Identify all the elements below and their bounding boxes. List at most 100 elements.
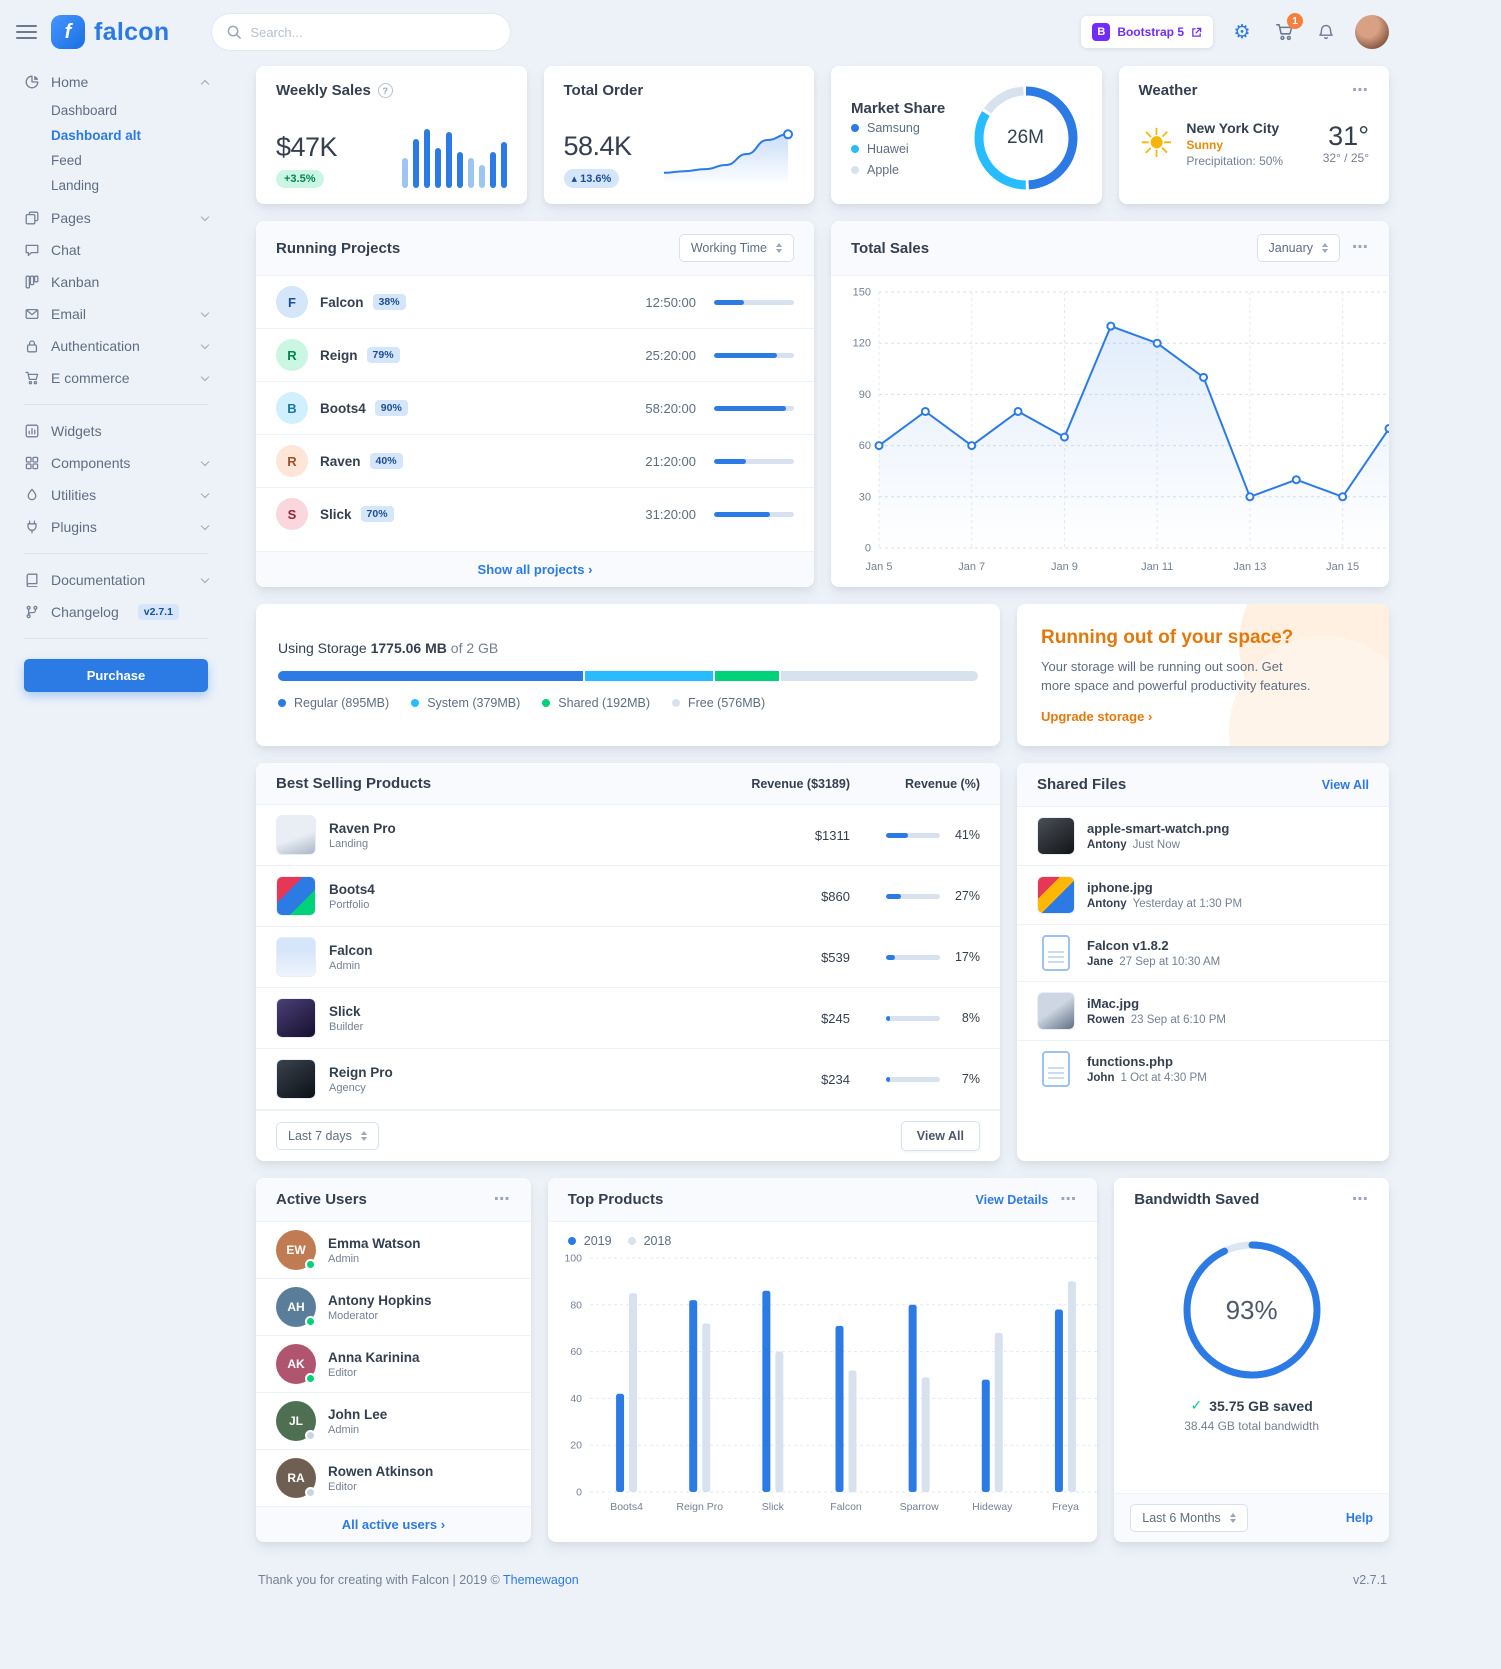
top-navbar: f falcon B Bootstrap 5 ⚙ 1 (0, 0, 1501, 64)
falcon-logo[interactable]: f falcon (51, 15, 169, 49)
view-all-button[interactable]: View All (900, 1121, 980, 1152)
chart-pie-icon (24, 75, 40, 89)
file-name-link[interactable]: apple-smart-watch.png (1087, 821, 1230, 837)
month-select[interactable]: January (1256, 234, 1340, 262)
product-name-link[interactable]: Falcon (329, 942, 373, 958)
all-active-users-link[interactable]: All active users › (341, 1517, 446, 1533)
active-users-menu-button[interactable]: ⋯ (493, 1190, 511, 1208)
project-name-link[interactable]: Boots4 (320, 400, 366, 416)
search-input[interactable] (250, 24, 496, 40)
svg-text:Jan 11: Jan 11 (1141, 561, 1173, 573)
sidebar-item-feed[interactable]: Feed (51, 153, 82, 168)
svg-text:40: 40 (570, 1393, 582, 1405)
project-progress-bar (714, 299, 794, 305)
chevron-down-icon (200, 489, 210, 499)
top-products-menu-button[interactable]: ⋯ (1060, 1190, 1078, 1208)
user-row: AH Antony Hopkins Moderator (256, 1279, 531, 1337)
project-name-link[interactable]: Slick (320, 506, 352, 522)
total-order-line-chart (658, 117, 794, 188)
months-select[interactable]: Last 6 Months (1130, 1504, 1248, 1533)
best-selling-footer: Last 7 days View All (256, 1110, 1000, 1162)
select-value: Last 7 days (288, 1129, 352, 1144)
status-dot (305, 1316, 316, 1328)
show-all-projects-link[interactable]: Show all projects › (477, 562, 593, 577)
user-name-link[interactable]: Antony Hopkins (328, 1292, 432, 1308)
sidebar-item-pages[interactable]: Pages (24, 202, 210, 234)
view-details-link[interactable]: View Details (975, 1192, 1049, 1207)
svg-text:80: 80 (570, 1300, 582, 1312)
working-time-select[interactable]: Working Time (678, 234, 794, 262)
user-name-link[interactable]: Rowen Atkinson (328, 1463, 434, 1479)
file-row: Falcon v1.8.2 Jane 27 Sep at 10:30 AM (1017, 925, 1389, 983)
sidebar-item-label: Changelog (51, 604, 119, 620)
bootstrap5-badge-button[interactable]: B Bootstrap 5 (1081, 16, 1213, 48)
file-name-link[interactable]: functions.php (1087, 1054, 1173, 1070)
user-name-link[interactable]: John Lee (328, 1406, 388, 1422)
file-timestamp: Just Now (1132, 839, 1180, 852)
sidebar-item-label: Email (51, 306, 87, 322)
envelope-icon (24, 307, 40, 321)
notifications-button[interactable] (1313, 19, 1339, 45)
settings-gear-button[interactable]: ⚙ (1229, 19, 1255, 45)
legend-label: Apple (867, 162, 899, 177)
help-link[interactable]: Help (1345, 1511, 1373, 1526)
sidebar-item-widgets[interactable]: Widgets (24, 415, 208, 447)
legend-label: Free (576MB) (688, 696, 766, 711)
cart-button[interactable]: 1 (1271, 13, 1303, 45)
product-name-link[interactable]: Raven Pro (329, 820, 396, 836)
file-timestamp: 27 Sep at 10:30 AM (1119, 956, 1221, 969)
sidebar-item-home[interactable]: Home (24, 66, 210, 98)
navbar-toggle-button[interactable] (16, 21, 37, 43)
best-selling-list: Raven Pro Landing $1311 41% (256, 805, 1000, 1111)
user-avatar[interactable] (1355, 15, 1389, 49)
purchase-button[interactable]: Purchase (24, 659, 208, 692)
svg-text:120: 120 (853, 338, 871, 350)
sidebar-item-kanban[interactable]: Kanban (24, 266, 208, 298)
upgrade-storage-link[interactable]: Upgrade storage › (1041, 709, 1153, 725)
period-select[interactable]: Last 7 days (276, 1122, 379, 1151)
sidebar-item-label: Kanban (51, 274, 100, 290)
project-name-link[interactable]: Falcon (320, 294, 364, 310)
search-box[interactable] (211, 13, 512, 51)
sidebar-item-dashboard-alt[interactable]: Dashboard alt (51, 128, 142, 143)
project-progress-bar (714, 458, 794, 464)
file-name-link[interactable]: iMac.jpg (1087, 996, 1140, 1012)
sidebar-item-documentation[interactable]: Documentation (24, 564, 210, 596)
sidebar-item-authentication[interactable]: Authentication (24, 330, 210, 362)
product-name-link[interactable]: Reign Pro (329, 1064, 393, 1080)
user-name-link[interactable]: Anna Karinina (328, 1349, 420, 1365)
file-owner: Antony (1087, 839, 1127, 852)
sidebar-item-chat[interactable]: Chat (24, 234, 208, 266)
weather-menu-button[interactable]: ⋯ (1352, 81, 1369, 99)
product-category: Agency (329, 1081, 366, 1094)
bandwidth-menu-button[interactable]: ⋯ (1352, 1190, 1369, 1208)
sidebar-item-plugins[interactable]: Plugins (24, 511, 210, 543)
total-sales-menu-button[interactable]: ⋯ (1352, 239, 1369, 256)
project-name-link[interactable]: Raven (320, 453, 361, 469)
sidebar-item-landing[interactable]: Landing (51, 178, 100, 193)
sidebar-item-ecommerce[interactable]: E commerce (24, 362, 210, 394)
product-name-link[interactable]: Boots4 (329, 881, 375, 897)
market-share-donut-chart: 26M (970, 82, 1082, 194)
product-name-link[interactable]: Slick (329, 1003, 361, 1019)
user-avatar: RA (276, 1458, 316, 1499)
info-icon[interactable]: ? (377, 83, 393, 98)
sidebar-item-utilities[interactable]: Utilities (24, 479, 210, 511)
sidebar-item-components[interactable]: Components (24, 447, 210, 479)
sidebar-item-email[interactable]: Email (24, 298, 210, 330)
project-name-link[interactable]: Reign (320, 347, 358, 363)
storage-segment (584, 671, 715, 682)
sidebar-item-dashboard[interactable]: Dashboard (51, 103, 118, 118)
file-name-link[interactable]: iphone.jpg (1087, 880, 1153, 896)
file-name-link[interactable]: Falcon v1.8.2 (1087, 938, 1169, 954)
user-name-link[interactable]: Emma Watson (328, 1235, 421, 1251)
product-revenue-percent: 27% (954, 889, 980, 904)
svg-text:Boots4: Boots4 (610, 1501, 643, 1513)
revenue-column-header: Revenue ($3189) (751, 776, 850, 791)
svg-text:Freya: Freya (1052, 1501, 1079, 1513)
weather-title: Weather (1138, 82, 1198, 99)
shared-files-view-all-link[interactable]: View All (1321, 777, 1369, 792)
sidebar-item-changelog[interactable]: Changelog v2.7.1 (24, 596, 208, 628)
sidebar-item-label: Components (51, 455, 131, 471)
themewagon-link[interactable]: Themewagon (503, 1573, 579, 1588)
